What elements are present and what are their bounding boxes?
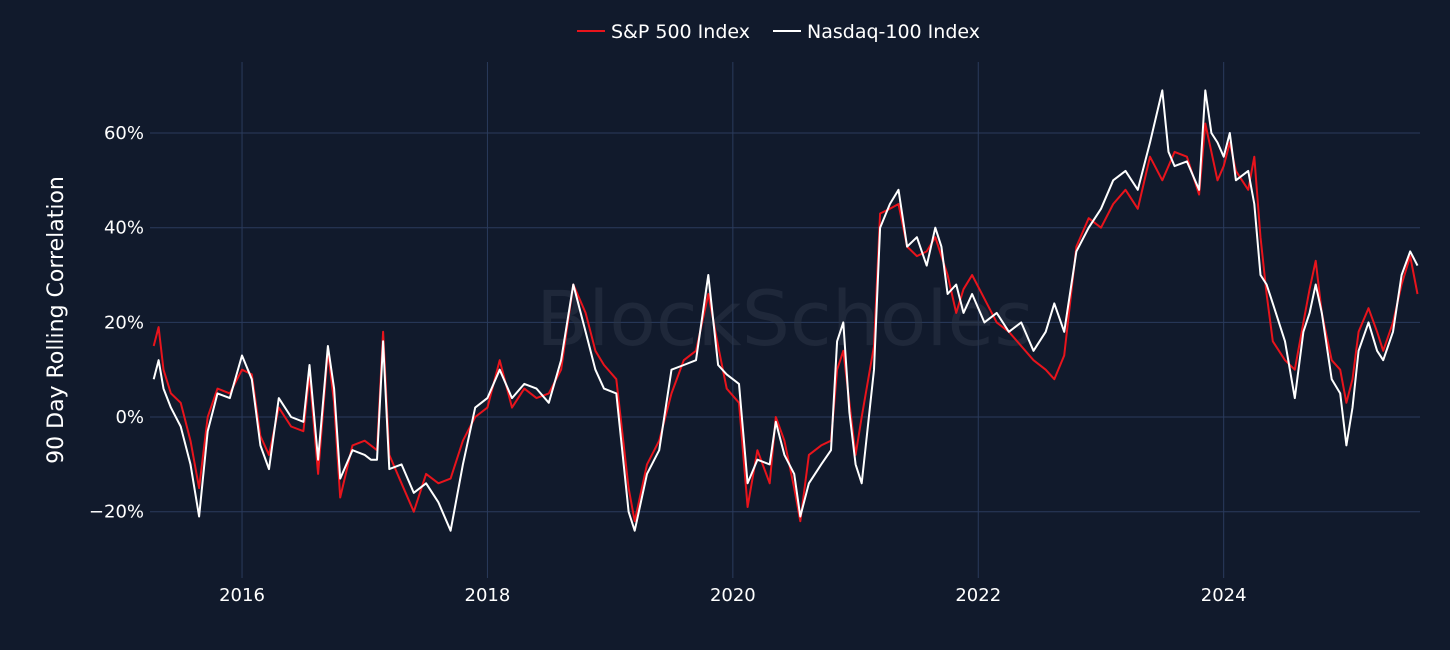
legend-item-nasdaq[interactable]: Nasdaq-100 Index bbox=[773, 21, 980, 43]
x-tick-label: 2022 bbox=[955, 585, 1001, 606]
y-axis-ticks: −20% 0% 20% 40% 60% bbox=[89, 123, 144, 523]
y-tick-label: −20% bbox=[89, 502, 144, 523]
x-tick-label: 2020 bbox=[710, 585, 756, 606]
y-tick-label: 0% bbox=[115, 407, 144, 428]
series-layer bbox=[152, 89, 1419, 532]
x-tick-label: 2016 bbox=[219, 585, 265, 606]
y-tick-label: 20% bbox=[104, 312, 144, 333]
watermark-text: BlockScholes bbox=[536, 274, 1034, 363]
y-axis-label: 90 Day Rolling Correlation bbox=[44, 176, 69, 464]
legend-label-sp500: S&P 500 Index bbox=[611, 21, 750, 43]
x-tick-label: 2018 bbox=[465, 585, 511, 606]
legend-label-nasdaq: Nasdaq-100 Index bbox=[807, 21, 980, 43]
x-axis-ticks: 2016 2018 2020 2022 2024 bbox=[219, 585, 1246, 606]
legend: S&P 500 Index Nasdaq-100 Index bbox=[577, 21, 980, 43]
y-tick-label: 60% bbox=[104, 123, 144, 144]
y-tick-label: 40% bbox=[104, 218, 144, 239]
legend-item-sp500[interactable]: S&P 500 Index bbox=[577, 21, 750, 43]
series-line-nasdaq100 bbox=[152, 89, 1419, 532]
x-tick-label: 2024 bbox=[1201, 585, 1247, 606]
